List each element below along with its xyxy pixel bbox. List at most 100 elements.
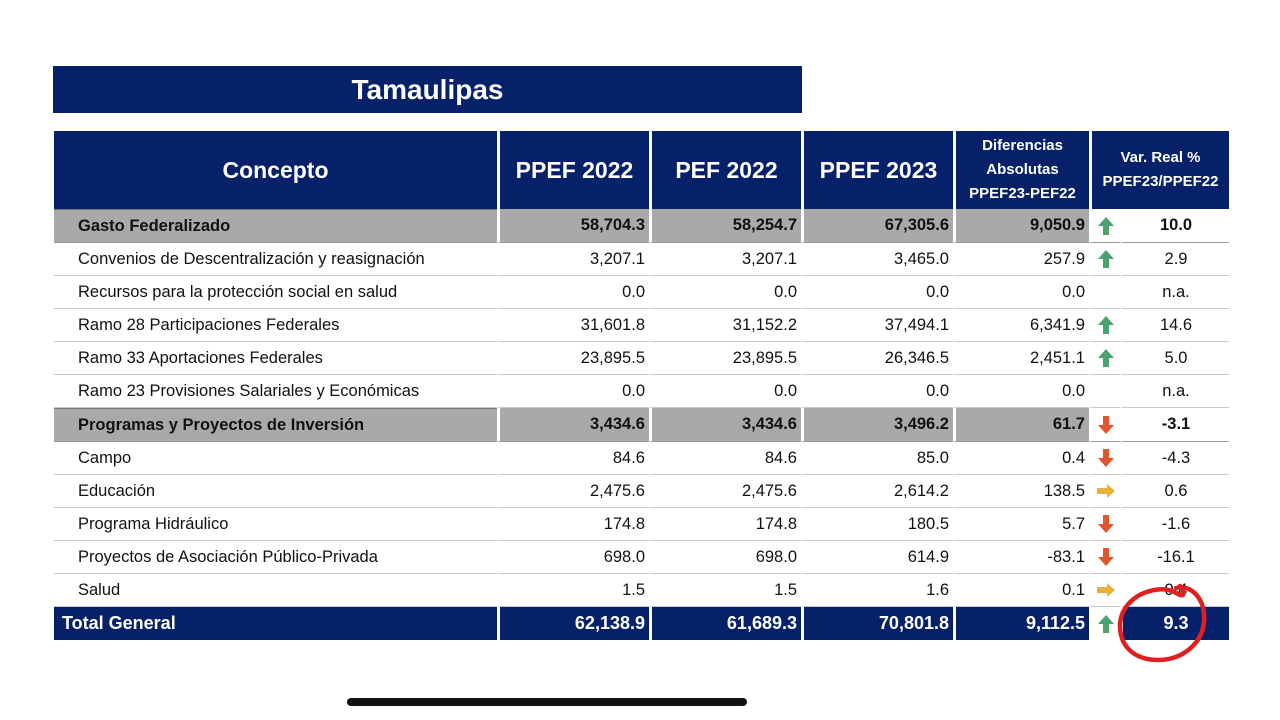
arrow-up-icon	[1098, 316, 1114, 334]
cell-pef-2022: 0.0	[649, 375, 801, 408]
arrow-down-icon	[1098, 415, 1114, 434]
table-row: Ramo 33 Aportaciones Federales 23,895.5 23…	[54, 342, 1229, 375]
cell-trend	[1089, 541, 1120, 574]
cell-concepto: Programas y Proyectos de Inversión	[54, 408, 497, 442]
table-row: Salud 1.5 1.5 1.6 0.1 0.4	[54, 574, 1229, 607]
total-diferencia: 9,112.5	[953, 607, 1089, 640]
cell-diferencia: 0.0	[953, 276, 1089, 309]
header-diferencias-line3: PPEF23-PEF22	[969, 185, 1076, 202]
cell-ppef-2022: 0.0	[497, 375, 649, 408]
cell-diferencia: 0.4	[953, 442, 1089, 475]
cell-trend	[1089, 309, 1120, 342]
header-var-line2: PPEF23/PPEF22	[1102, 173, 1219, 190]
header-diferencias: Diferencias Absolutas PPEF23-PEF22	[953, 131, 1089, 209]
arrow-down-icon	[1098, 515, 1114, 533]
total-trend-cell	[1089, 607, 1120, 640]
cell-pef-2022: 31,152.2	[649, 309, 801, 342]
cell-trend	[1089, 375, 1120, 408]
subtotal-row: Gasto Federalizado 58,704.3 58,254.7 67,305…	[54, 209, 1229, 243]
arrow-up-icon	[1098, 216, 1114, 235]
cell-ppef-2022: 3,207.1	[497, 243, 649, 276]
total-var-real: 9.3	[1120, 607, 1229, 640]
cell-var-real: 14.6	[1120, 309, 1229, 342]
cell-concepto: Proyectos de Asociación Público-Privada	[54, 541, 497, 574]
header-ppef-2022: PPEF 2022	[497, 131, 649, 209]
cell-ppef-2023: 85.0	[801, 442, 953, 475]
budget-table: Concepto PPEF 2022 PEF 2022 PPEF 2023 Di…	[54, 131, 1229, 640]
arrow-right-icon	[1097, 583, 1115, 598]
header-pef-2022: PEF 2022	[649, 131, 801, 209]
total-pef-2022: 61,689.3	[649, 607, 801, 640]
cell-var-real: -3.1	[1120, 408, 1229, 442]
cell-trend	[1089, 442, 1120, 475]
cell-ppef-2023: 614.9	[801, 541, 953, 574]
cell-concepto: Recursos para la protección social en sa…	[54, 276, 497, 309]
cell-var-real: 5.0	[1120, 342, 1229, 375]
table-row: Ramo 23 Provisiones Salariales y Económi…	[54, 375, 1229, 408]
cell-diferencia: 0.0	[953, 375, 1089, 408]
table-row: Ramo 28 Participaciones Federales 31,601.…	[54, 309, 1229, 342]
arrow-up-icon	[1098, 250, 1114, 268]
cell-pef-2022: 23,895.5	[649, 342, 801, 375]
cell-diferencia: 0.1	[953, 574, 1089, 607]
home-indicator-bar	[347, 698, 747, 706]
cell-diferencia: 2,451.1	[953, 342, 1089, 375]
cell-var-real: 0.4	[1120, 574, 1229, 607]
total-row: Total General 62,138.9 61,689.3 70,801.8…	[54, 607, 1229, 640]
cell-pef-2022: 3,434.6	[649, 408, 801, 442]
arrow-up-icon	[1098, 349, 1114, 367]
cell-var-real: -4.3	[1120, 442, 1229, 475]
cell-ppef-2023: 180.5	[801, 508, 953, 541]
cell-ppef-2023: 0.0	[801, 375, 953, 408]
cell-trend	[1089, 508, 1120, 541]
cell-concepto: Convenios de Descentralización y reasign…	[54, 243, 497, 276]
subtotal-row: Programas y Proyectos de Inversión 3,434.…	[54, 408, 1229, 442]
arrow-down-icon	[1098, 449, 1114, 467]
cell-ppef-2023: 67,305.6	[801, 209, 953, 243]
cell-concepto: Campo	[54, 442, 497, 475]
table-header-row: Concepto PPEF 2022 PEF 2022 PPEF 2023 Di…	[54, 131, 1229, 209]
cell-concepto: Ramo 23 Provisiones Salariales y Económi…	[54, 375, 497, 408]
cell-pef-2022: 2,475.6	[649, 475, 801, 508]
table-row: Recursos para la protección social en sa…	[54, 276, 1229, 309]
table-row: Proyectos de Asociación Público-Privada 6…	[54, 541, 1229, 574]
total-concepto: Total General	[54, 607, 497, 640]
cell-trend	[1089, 276, 1120, 309]
cell-pef-2022: 58,254.7	[649, 209, 801, 243]
cell-var-real: 10.0	[1120, 209, 1229, 243]
header-diferencias-line1: Diferencias	[982, 137, 1063, 154]
cell-ppef-2023: 26,346.5	[801, 342, 953, 375]
cell-concepto: Gasto Federalizado	[54, 209, 497, 243]
cell-concepto: Ramo 28 Participaciones Federales	[54, 309, 497, 342]
cell-ppef-2022: 58,704.3	[497, 209, 649, 243]
cell-trend	[1089, 408, 1120, 442]
page-title: Tamaulipas	[53, 66, 802, 113]
cell-diferencia: 9,050.9	[953, 209, 1089, 243]
cell-diferencia: 257.9	[953, 243, 1089, 276]
cell-diferencia: 5.7	[953, 508, 1089, 541]
cell-var-real: n.a.	[1120, 276, 1229, 309]
cell-pef-2022: 174.8	[649, 508, 801, 541]
cell-ppef-2022: 698.0	[497, 541, 649, 574]
total-ppef-2022: 62,138.9	[497, 607, 649, 640]
cell-ppef-2022: 174.8	[497, 508, 649, 541]
cell-trend	[1089, 342, 1120, 375]
cell-diferencia: 61.7	[953, 408, 1089, 442]
cell-ppef-2023: 3,496.2	[801, 408, 953, 442]
cell-var-real: -1.6	[1120, 508, 1229, 541]
cell-concepto: Educación	[54, 475, 497, 508]
arrow-up-icon	[1098, 615, 1114, 634]
table-row: Convenios de Descentralización y reasign…	[54, 243, 1229, 276]
table-row: Campo 84.6 84.6 85.0 0.4 -4.3	[54, 442, 1229, 475]
cell-diferencia: -83.1	[953, 541, 1089, 574]
cell-ppef-2022: 0.0	[497, 276, 649, 309]
header-ppef-2023: PPEF 2023	[801, 131, 953, 209]
cell-var-real: -16.1	[1120, 541, 1229, 574]
cell-trend	[1089, 475, 1120, 508]
cell-trend	[1089, 243, 1120, 276]
cell-trend	[1089, 574, 1120, 607]
cell-ppef-2022: 3,434.6	[497, 408, 649, 442]
table-row: Educación 2,475.6 2,475.6 2,614.2 138.5 0.6	[54, 475, 1229, 508]
arrow-down-icon	[1098, 548, 1114, 566]
cell-var-real: 0.6	[1120, 475, 1229, 508]
